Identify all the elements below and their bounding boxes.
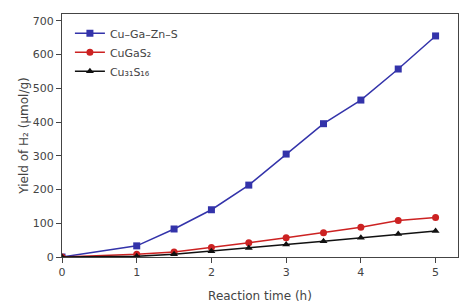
svg-text:CuGaS₂: CuGaS₂ — [110, 47, 151, 60]
svg-text:300: 300 — [33, 150, 54, 163]
svg-text:Yield of H₂ (μmol/g): Yield of H₂ (μmol/g) — [17, 77, 31, 194]
svg-text:0: 0 — [59, 266, 66, 279]
svg-text:700: 700 — [33, 15, 54, 28]
svg-text:100: 100 — [33, 217, 54, 230]
svg-text:2: 2 — [208, 266, 215, 279]
svg-text:500: 500 — [33, 82, 54, 95]
svg-text:200: 200 — [33, 183, 54, 196]
svg-text:0: 0 — [47, 251, 54, 264]
svg-text:Cu–Ga–Zn–S: Cu–Ga–Zn–S — [110, 28, 178, 41]
svg-text:5: 5 — [432, 266, 439, 279]
svg-text:600: 600 — [33, 48, 54, 61]
svg-text:4: 4 — [357, 266, 364, 279]
svg-text:Reaction time (h): Reaction time (h) — [208, 289, 312, 303]
svg-text:1: 1 — [133, 266, 140, 279]
svg-text:400: 400 — [33, 116, 54, 129]
svg-text:3: 3 — [283, 266, 290, 279]
svg-text:Cu₃₁S₁₆: Cu₃₁S₁₆ — [110, 66, 150, 79]
